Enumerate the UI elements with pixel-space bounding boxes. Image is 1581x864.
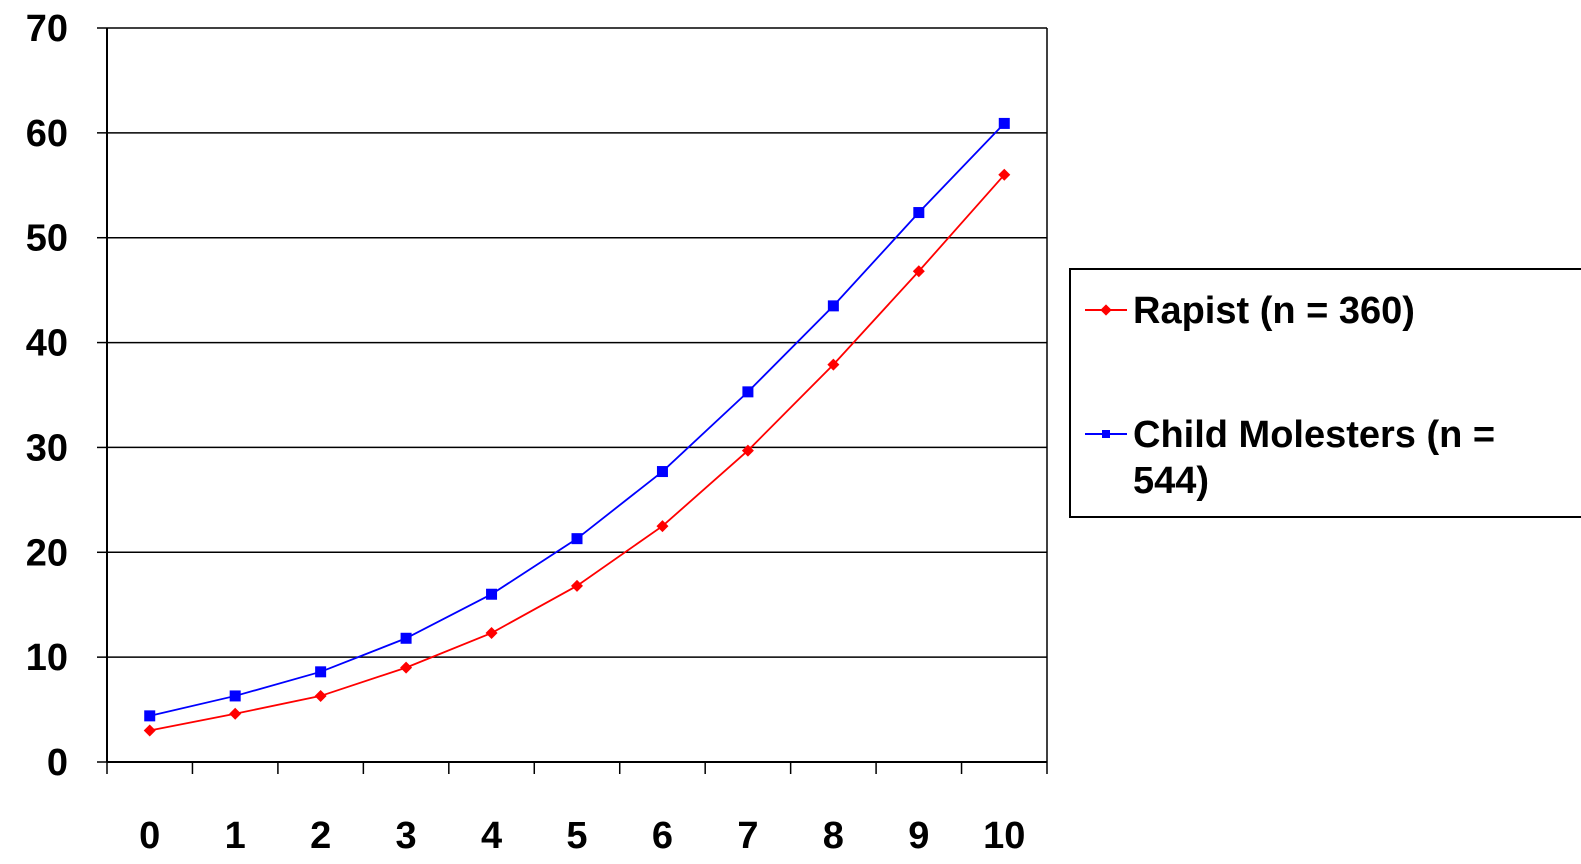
y-tick-label-0: 0 xyxy=(47,742,68,784)
x-tick-label-3: 3 xyxy=(396,815,417,857)
legend-label-child-molesters: Child Molesters (n = 544) xyxy=(1133,414,1506,502)
series-0-point-7 xyxy=(741,444,754,457)
y-tick-label-20: 20 xyxy=(26,532,68,574)
series-1-point-3 xyxy=(400,632,412,644)
series-0-point-9 xyxy=(912,265,925,278)
x-tick-label-7: 7 xyxy=(737,815,758,857)
series-1-point-0 xyxy=(144,710,156,722)
series-0-point-5 xyxy=(571,579,583,592)
legend-item-rapist: Rapist (n = 360) xyxy=(1071,288,1573,334)
series-0-point-0 xyxy=(143,724,156,737)
y-axis-tick-labels: 0 10 20 30 40 50 60 70 xyxy=(26,8,68,784)
x-tick-label-4: 4 xyxy=(481,815,502,857)
x-tick-label-6: 6 xyxy=(652,815,673,857)
legend-marker-child-molesters xyxy=(1071,412,1133,456)
x-tick-label-2: 2 xyxy=(310,815,331,857)
series-0-point-2 xyxy=(314,689,327,702)
x-tick-label-9: 9 xyxy=(908,815,929,857)
series-1-point-2 xyxy=(315,666,327,678)
x-tick-label-8: 8 xyxy=(823,815,844,857)
series-0 xyxy=(143,168,1011,737)
series-1-point-8 xyxy=(827,300,839,312)
series-1-point-5 xyxy=(571,533,583,545)
series-layer xyxy=(143,117,1011,737)
axes xyxy=(97,27,1048,774)
y-tick-label-70: 70 xyxy=(26,8,68,50)
y-tick-label-30: 30 xyxy=(26,427,68,469)
legend-item-child-molesters: Child Molesters (n = 544) xyxy=(1071,412,1573,504)
x-tick-label-0: 0 xyxy=(139,815,160,857)
y-tick-label-60: 60 xyxy=(26,113,68,155)
series-1-point-4 xyxy=(486,588,498,600)
series-1-point-1 xyxy=(229,690,241,702)
y-tick-label-40: 40 xyxy=(26,323,68,365)
series-0-point-10 xyxy=(998,168,1011,181)
series-0-point-1 xyxy=(229,707,242,720)
series-0-point-4 xyxy=(485,627,498,640)
y-tick-label-10: 10 xyxy=(26,637,68,679)
y-tick-label-50: 50 xyxy=(26,218,68,260)
gridlines xyxy=(107,27,1047,763)
x-tick-label-1: 1 xyxy=(225,815,246,857)
series-0-point-3 xyxy=(400,661,413,674)
x-tick-label-10: 10 xyxy=(983,815,1025,857)
x-axis-tick-labels: 0 1 2 3 4 5 6 7 8 9 10 xyxy=(139,815,1025,857)
series-1 xyxy=(144,117,1010,722)
series-1-point-10 xyxy=(998,117,1010,129)
series-1-point-6 xyxy=(656,466,668,478)
x-tick-label-5: 5 xyxy=(566,815,587,857)
legend-marker-rapist xyxy=(1071,288,1133,332)
legend: Rapist (n = 360) Child Molesters (n = 54… xyxy=(1069,268,1581,518)
series-1-point-9 xyxy=(913,207,925,219)
legend-label-rapist: Rapist (n = 360) xyxy=(1133,290,1415,332)
series-0-point-6 xyxy=(656,520,669,533)
series-1-point-7 xyxy=(742,386,754,398)
series-line-1 xyxy=(149,122,1005,717)
series-0-point-8 xyxy=(827,358,840,371)
